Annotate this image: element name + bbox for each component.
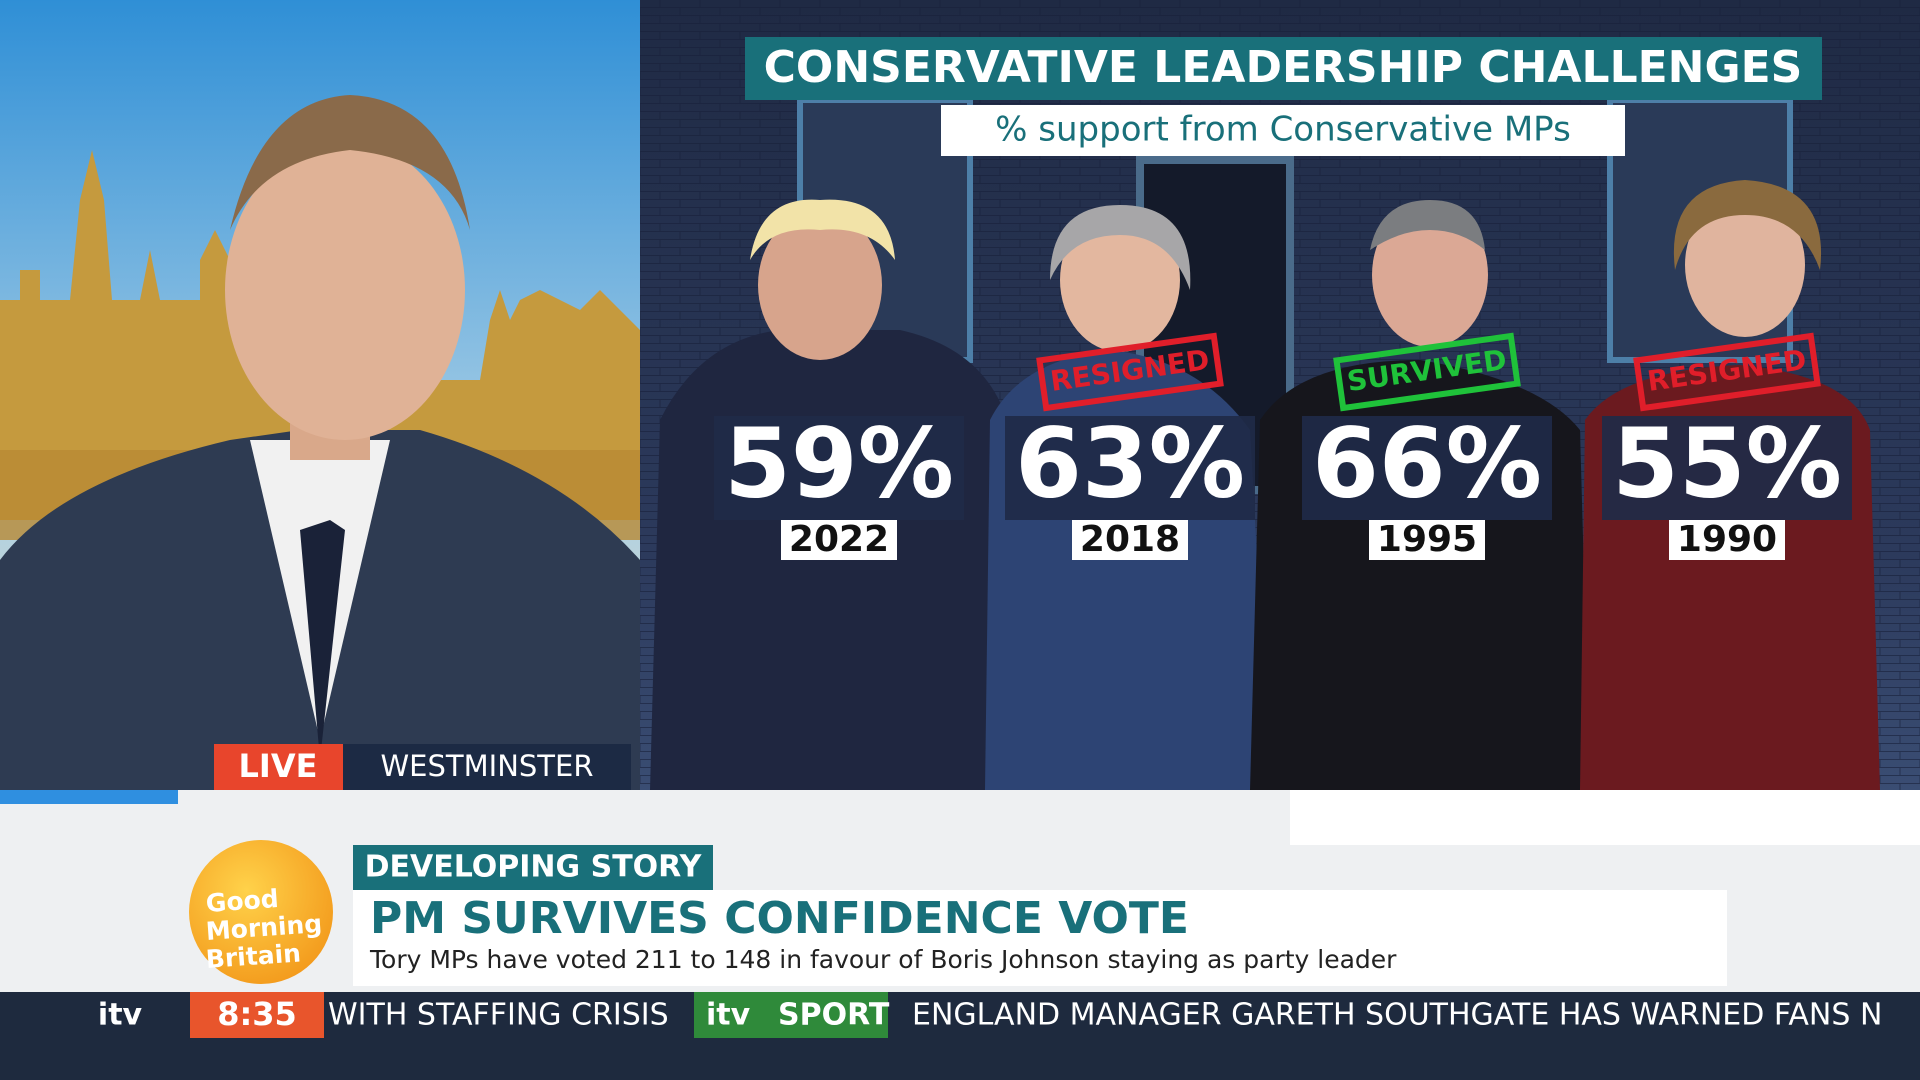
percent-box [1005, 416, 1255, 520]
channel-logo: itv [98, 998, 143, 1033]
subtitle-box [941, 105, 1625, 156]
story-tag: DEVELOPING STORY [365, 850, 703, 885]
status-badge [1333, 332, 1521, 412]
headline-box [353, 890, 1727, 986]
year-label: 1995 [1377, 519, 1477, 560]
percent-box [1302, 416, 1552, 520]
sport-brand: itv [706, 998, 751, 1033]
percent-label: 59% [724, 407, 954, 519]
ticker-item: ENGLAND MANAGER GARETH SOUTHGATE HAS WAR… [912, 998, 1882, 1033]
year-label: 2018 [1080, 519, 1180, 560]
title-box [745, 37, 1822, 100]
percent-box [714, 416, 964, 520]
status-badge [1633, 332, 1821, 412]
percent-label: 66% [1312, 407, 1542, 519]
lower-third-panel [1290, 790, 1920, 845]
year-box [1669, 520, 1785, 560]
percent-box [1602, 416, 1852, 520]
studio-video [0, 0, 640, 790]
time-box [190, 992, 324, 1038]
place-label: WESTMINSTER [381, 749, 594, 783]
live-label: LIVE [239, 747, 318, 785]
year-label: 2022 [789, 519, 889, 560]
year-label: 1990 [1677, 519, 1777, 560]
headline: PM SURVIVES CONFIDENCE VOTE [370, 893, 1189, 944]
percent-label: 55% [1612, 407, 1842, 519]
place-box [343, 744, 631, 790]
accent-bar [0, 790, 178, 804]
year-box [1369, 520, 1485, 560]
summary: Tory MPs have voted 211 to 148 in favour… [369, 945, 1397, 974]
logo-circle [189, 840, 333, 984]
status-badge [1036, 332, 1224, 412]
percent-label: 63% [1015, 407, 1245, 519]
year-box [1072, 520, 1188, 560]
year-box [781, 520, 897, 560]
sport-box [694, 992, 888, 1038]
sport-label: SPORT [778, 998, 890, 1033]
logo-line: Britain [205, 938, 302, 974]
graphic-title: CONSERVATIVE LEADERSHIP CHALLENGES [764, 42, 1803, 93]
live-box [214, 744, 343, 790]
graphic-subtitle: % support from Conservative MPs [995, 110, 1571, 150]
clock: 8:35 [217, 995, 297, 1033]
ticker-item: WITH STAFFING CRISIS [328, 998, 669, 1033]
logo: Good Morning Britain [189, 840, 333, 984]
story-tag-box [353, 845, 713, 890]
logo-line: Good [205, 884, 280, 918]
